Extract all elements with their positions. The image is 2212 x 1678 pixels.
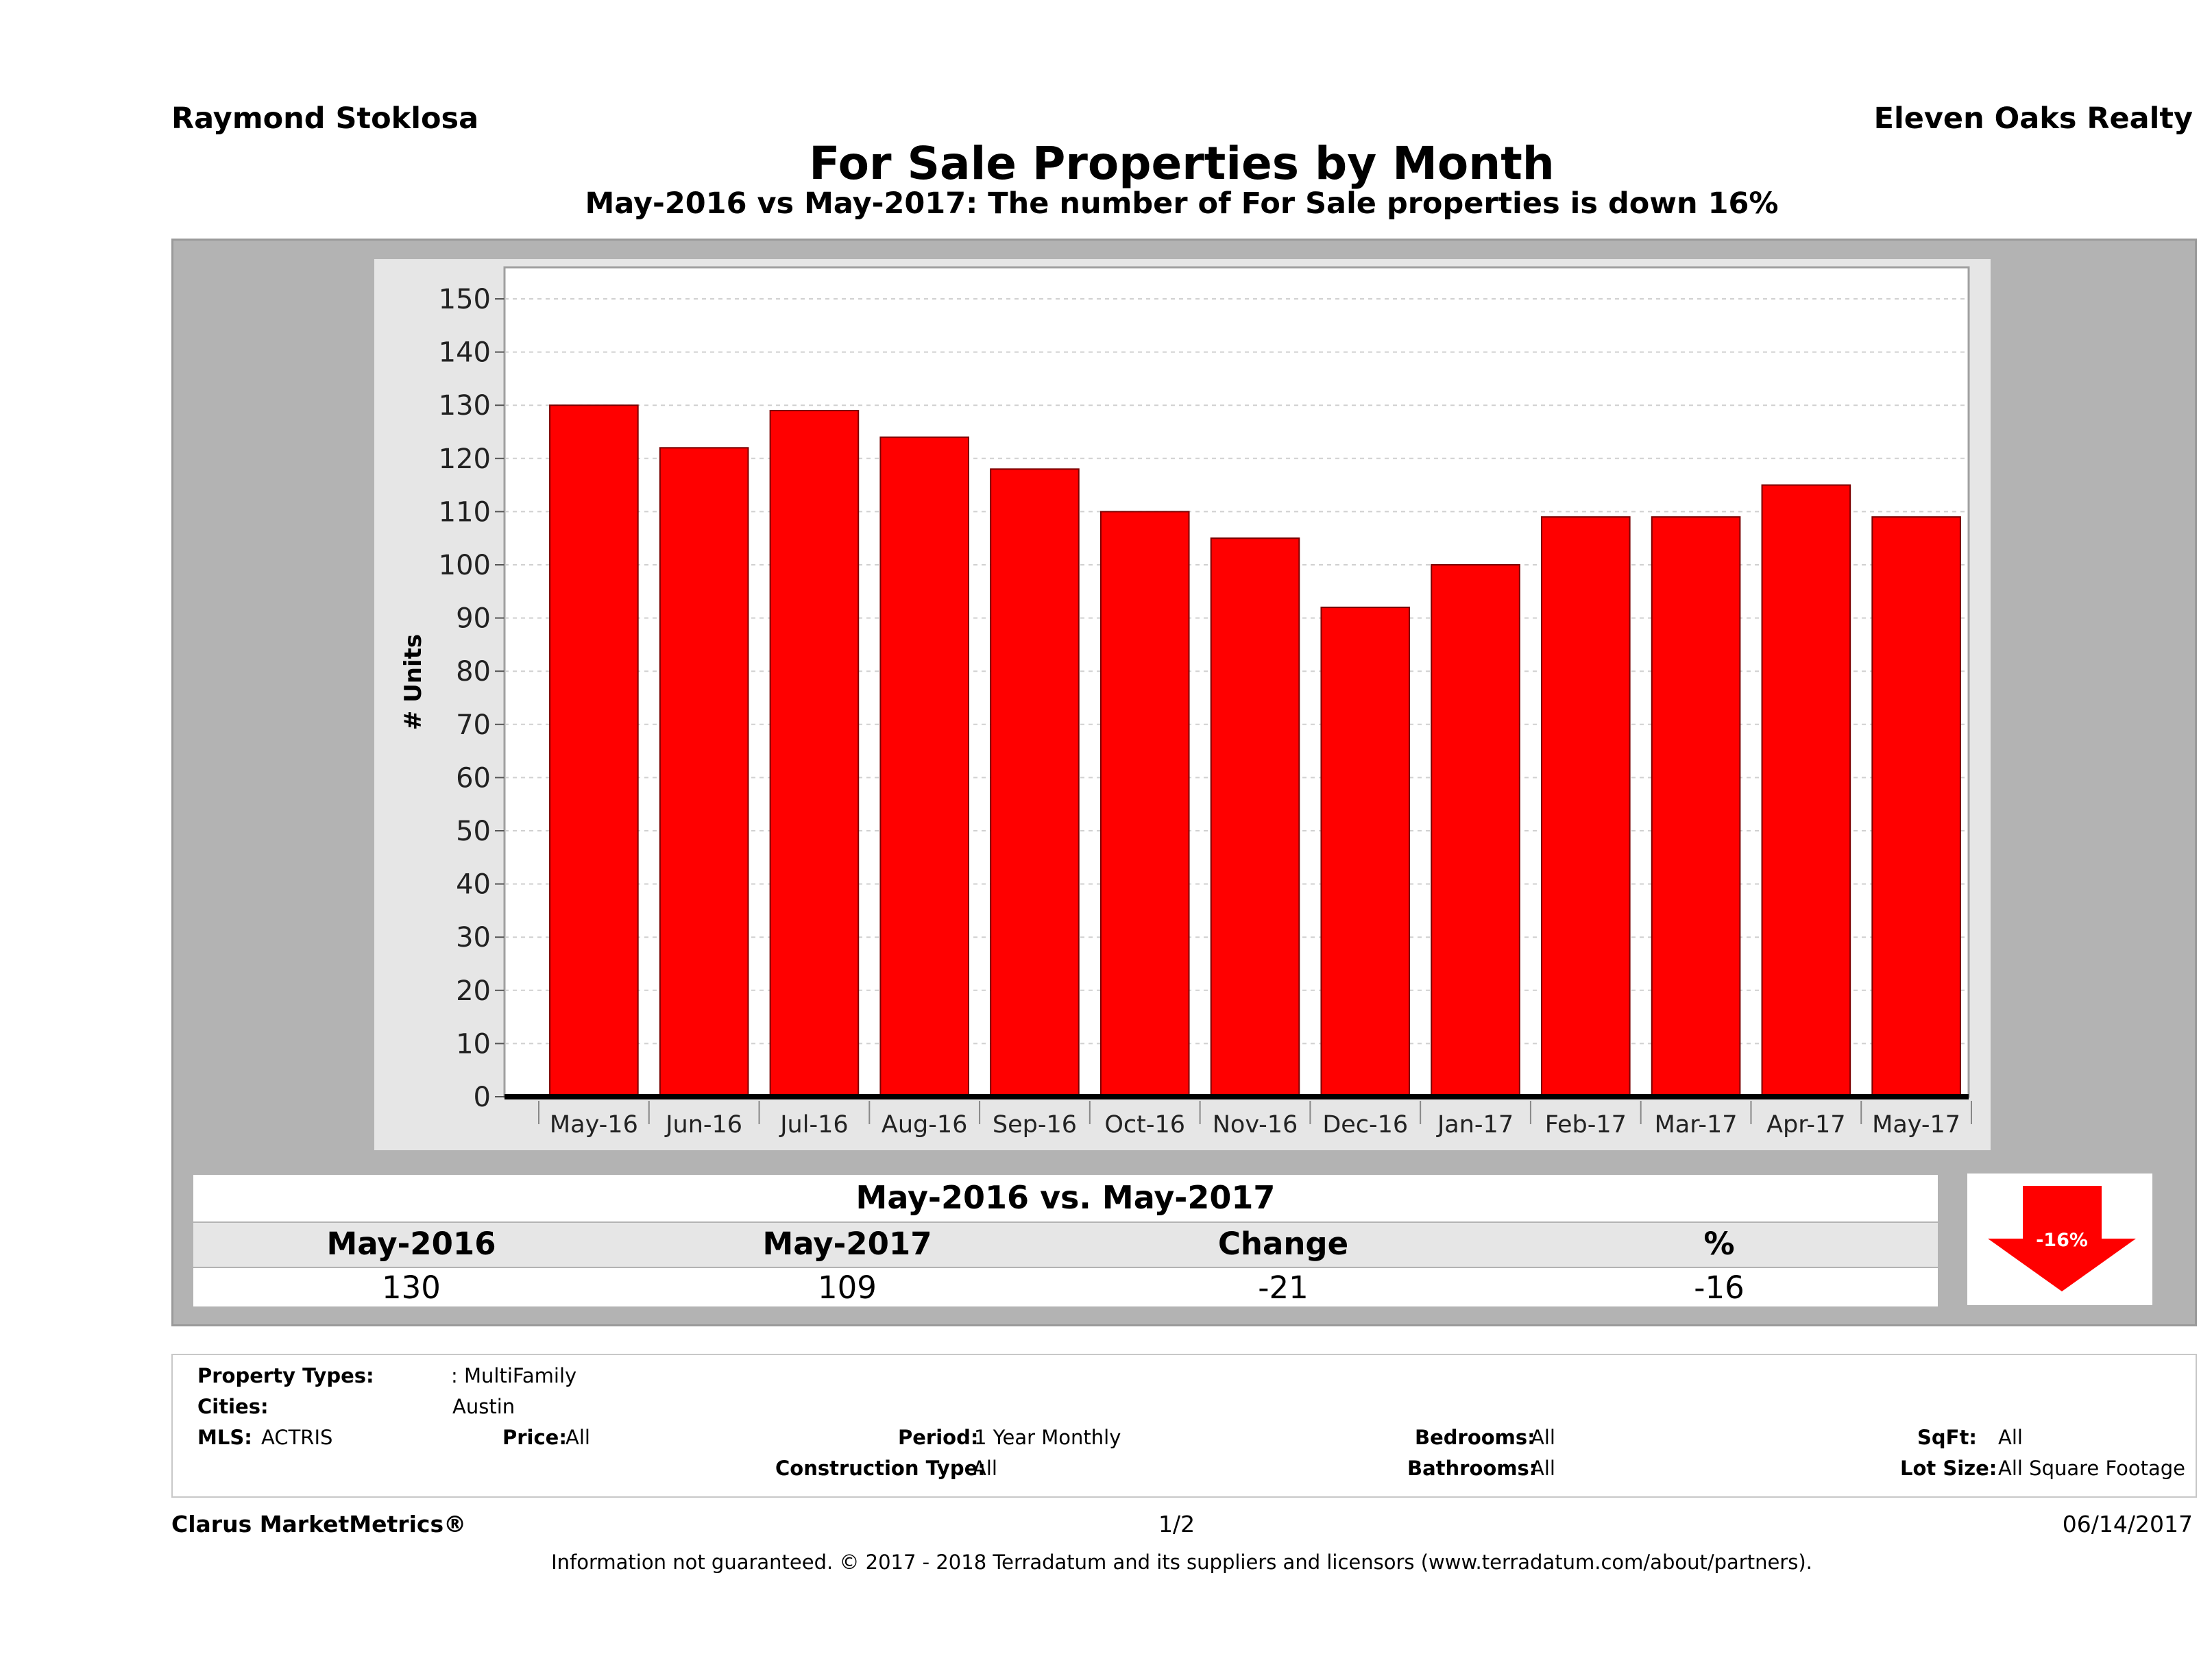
mls-value: ACTRIS [261,1426,333,1449]
bathrooms-label: Bathrooms: [1407,1457,1538,1480]
summary-value-percent: -16 [1694,1269,1745,1306]
summary-header-change: Change [1217,1226,1349,1262]
bedrooms-label: Bedrooms: [1415,1426,1535,1449]
page-title: For Sale Properties by Month [809,137,1555,190]
y-tick-label: 130 [439,390,491,422]
bedrooms-value: All [1531,1426,1555,1449]
summary-value-start: 130 [382,1269,441,1306]
cities-label: Cities: [197,1395,269,1418]
x-tick-label: Apr-17 [1766,1111,1845,1139]
x-tick-label: Feb-17 [1545,1111,1627,1139]
summary-value-bar [193,1268,1938,1306]
y-tick-label: 0 [474,1082,491,1113]
bar [659,447,749,1097]
x-tick-label: Jan-17 [1436,1111,1514,1139]
bar [1431,564,1520,1097]
bar [1320,607,1411,1097]
construction-type-label: Construction Type: [775,1457,986,1480]
x-tick-label: Jun-16 [664,1111,742,1139]
x-tick-label: Aug-16 [882,1111,968,1139]
x-tick-label: Dec-16 [1322,1111,1408,1139]
summary-header-end: May-2017 [762,1226,932,1262]
x-tick-label: Sep-16 [993,1111,1077,1139]
bar [1651,516,1741,1098]
summary-header-bar [193,1223,1938,1267]
y-tick-label: 110 [439,496,491,528]
x-tick-label: May-16 [550,1111,638,1139]
x-tick-label: May-17 [1872,1111,1960,1139]
mls-label: MLS: [197,1426,252,1449]
bar [1099,511,1190,1097]
property-types-value: : MultiFamily [451,1364,577,1387]
property-types-label: Property Types: [197,1364,374,1387]
bar [769,409,860,1097]
summary-header-start: May-2016 [326,1226,496,1262]
bar-chart: 0 10 20 30 40 50 60 70 80 90 100 110 120 130 140 150 # U… [400,266,1972,1139]
period-value: 1 Year Monthly [974,1426,1121,1449]
y-tick-label: 120 [439,443,491,475]
y-tick-label: 150 [439,284,491,315]
down-arrow-icon: -16% [1988,1186,2136,1291]
bar [1761,484,1851,1098]
bar [1210,537,1300,1097]
change-badge-label: -16% [2036,1230,2088,1251]
y-tick-label: 140 [439,337,491,369]
report-date: 06/14/2017 [2062,1511,2193,1537]
page-subtitle: May-2016 vs May-2017: The number of For … [585,186,1779,221]
x-tick-label: Nov-16 [1213,1111,1298,1139]
summary-header-percent: % [1703,1226,1735,1262]
bar [549,404,639,1097]
y-tick-label: 50 [456,816,491,847]
y-tick-label: 60 [456,762,491,794]
period-label: Period: [898,1426,979,1449]
y-axis-label: # Units [400,634,427,730]
bar [879,436,970,1097]
y-tick-label: 90 [456,603,491,635]
y-tick-label: 70 [456,709,491,741]
y-tick-label: 30 [456,922,491,953]
y-tick-label: 10 [456,1028,491,1060]
y-tick-label: 100 [439,550,491,581]
bar [1871,516,1961,1098]
summary-title-bar [193,1175,1938,1221]
bathrooms-value: All [1531,1457,1555,1480]
x-tick-label: Oct-16 [1104,1111,1185,1139]
price-value: All [566,1426,590,1449]
y-tick-label: 40 [456,869,491,901]
y-tick-label: 80 [456,656,491,688]
lot-size-value: All Square Footage [1998,1457,2186,1480]
summary-value-end: 109 [818,1269,877,1306]
price-label: Price: [502,1426,567,1449]
bar [1541,516,1631,1098]
footer-brand: Clarus MarketMetrics® [171,1511,467,1537]
x-tick-label: Mar-17 [1655,1111,1738,1139]
summary-value-change: -21 [1258,1269,1309,1306]
sqft-value: All [1998,1426,2023,1449]
brokerage-name: Eleven Oaks Realty [1873,101,2193,136]
construction-type-value: All [973,1457,997,1480]
y-tick-label: 20 [456,975,491,1007]
bar [990,468,1080,1097]
lot-size-label: Lot Size: [1900,1457,1997,1480]
sqft-label: SqFt: [1917,1426,1977,1449]
x-tick-label: Jul-16 [779,1111,848,1139]
summary-title: May-2016 vs. May-2017 [855,1179,1276,1216]
agent-name: Raymond Stoklosa [171,101,479,136]
page-number: 1/2 [1158,1511,1195,1537]
filters-panel [171,1354,2197,1498]
disclaimer: Information not guaranteed. © 2017 - 201… [551,1551,1812,1574]
cities-value: Austin [452,1395,515,1418]
